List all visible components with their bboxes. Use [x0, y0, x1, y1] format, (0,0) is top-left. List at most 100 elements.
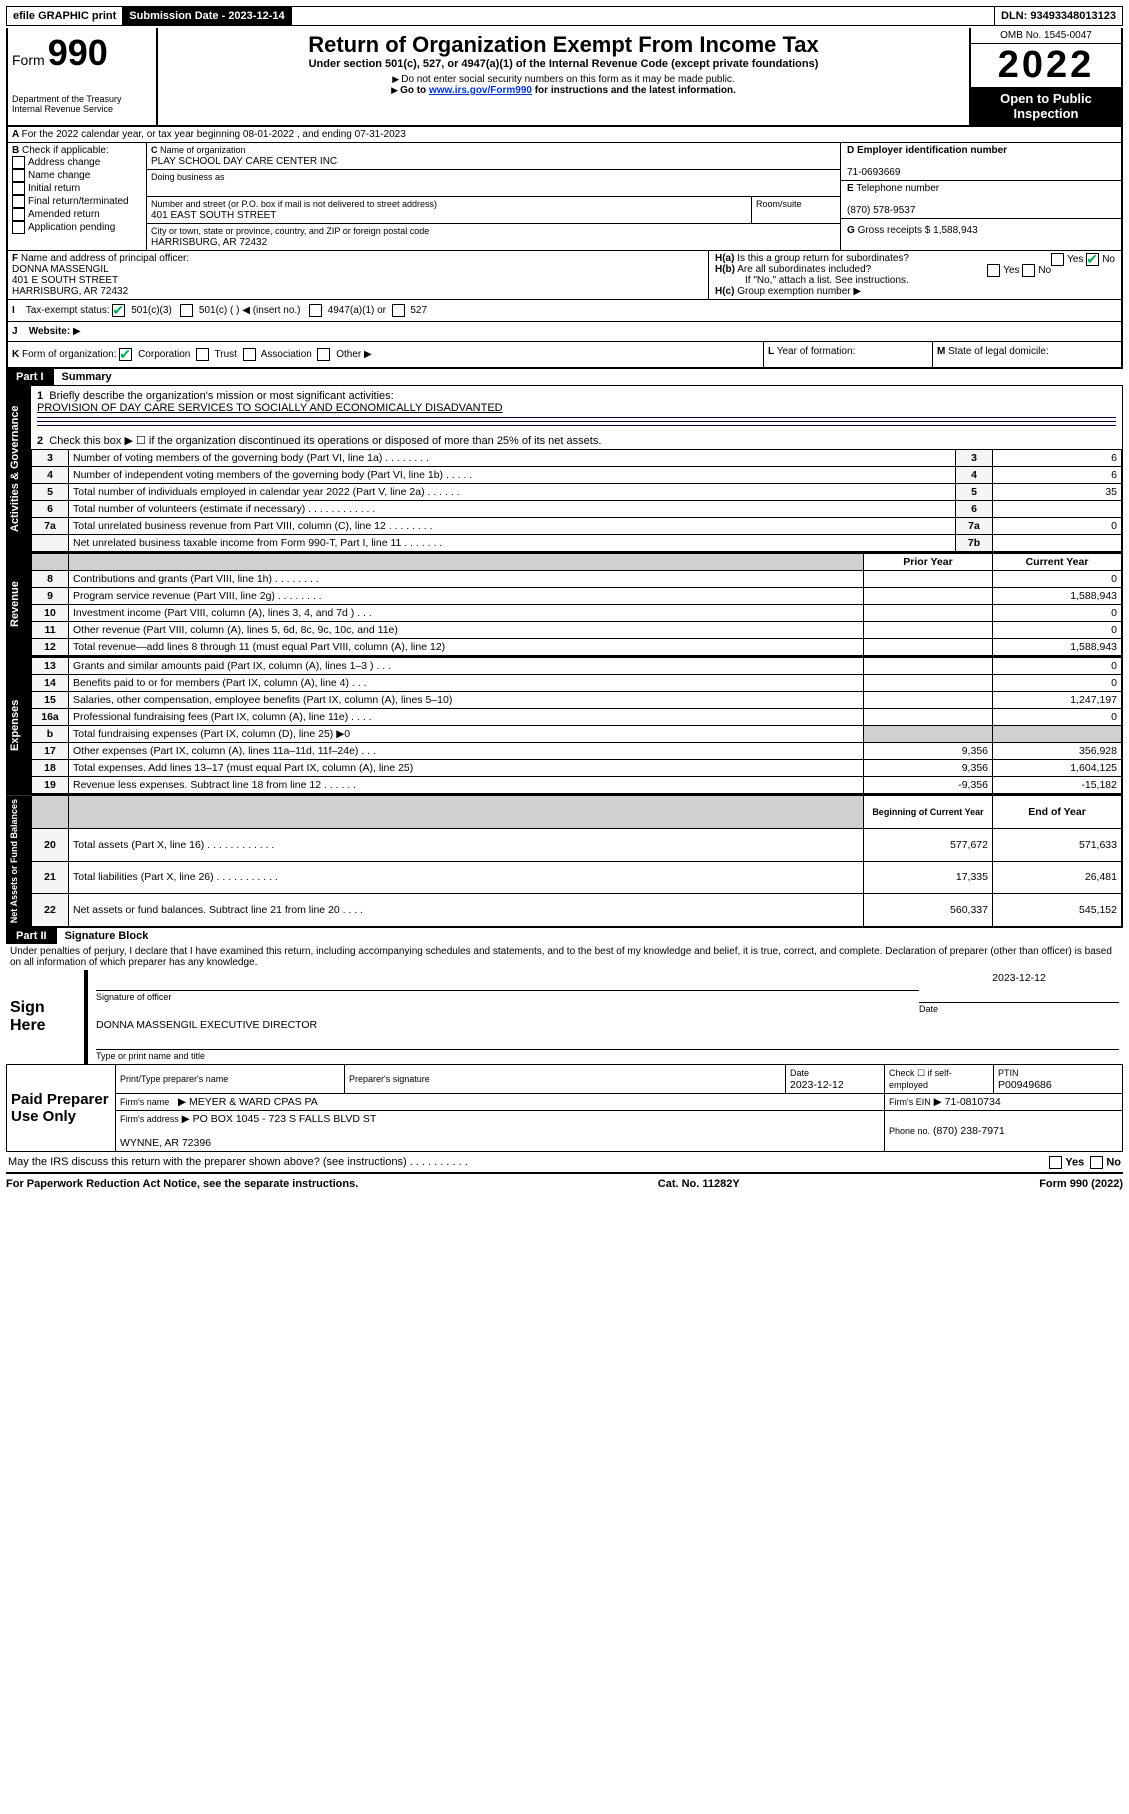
footer-mid: Cat. No. 11282Y	[658, 1178, 740, 1190]
irs-link[interactable]: www.irs.gov/Form990	[429, 85, 532, 96]
opt-amended: Amended return	[28, 209, 100, 220]
name-label: Name of organization	[160, 145, 246, 155]
net-table: Beginning of Current YearEnd of Year20To…	[31, 795, 1122, 927]
part2-label: Part II	[6, 928, 57, 944]
cb-initial[interactable]	[12, 182, 25, 195]
prep-date: 2023-12-12	[790, 1079, 844, 1091]
cb-other[interactable]	[317, 348, 330, 361]
phone-label: Telephone number	[856, 183, 939, 194]
ha-label: Is this a group return for subordinates?	[737, 253, 909, 264]
inspection-label: Open to Public Inspection	[971, 87, 1121, 125]
netassets-section: Net Assets or Fund Balances Beginning of…	[6, 795, 1123, 928]
cb-name[interactable]	[12, 169, 25, 182]
opt-initial: Initial return	[28, 183, 80, 194]
gross-val: 1,588,943	[933, 225, 978, 236]
form-org-label: Form of organization:	[22, 349, 117, 360]
sig-date-label: Date	[919, 1004, 938, 1014]
block-f: F Name and address of principal officer:…	[8, 251, 709, 299]
room-label: Room/suite	[756, 199, 802, 209]
officer-sig-label: Type or print name and title	[96, 1051, 205, 1061]
hc-label: Group exemption number	[737, 286, 850, 297]
firm-addr-label: Firm's address	[120, 1114, 179, 1124]
ptin-label: PTIN	[998, 1068, 1019, 1078]
form-990: 990	[48, 32, 108, 73]
firm-city: WYNNE, AR 72396	[120, 1137, 211, 1149]
submission-date-button[interactable]: Submission Date - 2023-12-14	[123, 7, 291, 25]
cb-corp[interactable]	[119, 348, 132, 361]
side-expenses: Expenses	[7, 657, 31, 794]
side-governance: Activities & Governance	[7, 386, 31, 552]
opt-assoc: Association	[261, 349, 312, 360]
expenses-section: Expenses 13Grants and similar amounts pa…	[6, 657, 1123, 795]
period-line: A For the 2022 calendar year, or tax yea…	[8, 127, 1121, 143]
note2-post: for instructions and the latest informat…	[532, 85, 736, 96]
block-c: C Name of organization PLAY SCHOOL DAY C…	[147, 143, 840, 250]
cb-amended[interactable]	[12, 208, 25, 221]
officer-label: Name and address of principal officer:	[21, 253, 189, 264]
prep-sig-label: Preparer's signature	[349, 1074, 430, 1084]
cb-ha-no[interactable]	[1086, 253, 1099, 266]
cb-final[interactable]	[12, 195, 25, 208]
block-l: L Year of formation:	[764, 342, 933, 367]
cb-discuss-yes[interactable]	[1049, 1156, 1062, 1169]
discuss-line: May the IRS discuss this return with the…	[6, 1152, 1123, 1174]
cb-hb-yes[interactable]	[987, 264, 1000, 277]
part1-body: Activities & Governance 1 Briefly descri…	[6, 385, 1123, 553]
note2-pre: Go to	[400, 85, 429, 96]
prep-date-label: Date	[790, 1068, 809, 1078]
cb-4947[interactable]	[309, 304, 322, 317]
declaration: Under penalties of perjury, I declare th…	[6, 944, 1123, 970]
officer-addr1: 401 E SOUTH STREET	[12, 275, 118, 286]
cb-501c3[interactable]	[112, 304, 125, 317]
dept-label: Department of the Treasury	[12, 94, 152, 104]
title-box: Return of Organization Exempt From Incom…	[158, 28, 969, 125]
firm-name: MEYER & WARD CPAS PA	[189, 1096, 318, 1108]
part1-title: Summary	[62, 369, 112, 385]
opt-corp: Corporation	[138, 349, 190, 360]
page-footer: For Paperwork Reduction Act Notice, see …	[6, 1178, 1123, 1190]
spacer	[292, 7, 995, 25]
cb-ha-yes[interactable]	[1051, 253, 1064, 266]
dln-label: DLN: 93493348013123	[995, 7, 1122, 25]
cb-discuss-no[interactable]	[1090, 1156, 1103, 1169]
opt-501c3: 501(c)(3)	[131, 305, 172, 316]
addr-label: Number and street (or P.O. box if mail i…	[151, 199, 437, 209]
part2-header: Part II Signature Block	[6, 928, 1123, 944]
ein-label: Employer identification number	[857, 145, 1007, 156]
part1-label: Part I	[6, 369, 54, 385]
sign-here-label: Sign Here	[6, 970, 86, 1064]
cb-assoc[interactable]	[243, 348, 256, 361]
org-addr: 401 EAST SOUTH STREET	[151, 210, 276, 221]
firm-phone: (870) 238-7971	[933, 1125, 1005, 1137]
firm-ein: 71-0810734	[945, 1096, 1001, 1108]
cb-address[interactable]	[12, 156, 25, 169]
exp-table: 13Grants and similar amounts paid (Part …	[31, 657, 1122, 794]
subtitle: Under section 501(c), 527, or 4947(a)(1)…	[162, 58, 965, 70]
yof-label: Year of formation:	[777, 346, 856, 357]
footer-right: Form 990 (2022)	[1039, 1178, 1123, 1190]
cb-501c[interactable]	[180, 304, 193, 317]
org-city: HARRISBURG, AR 72432	[151, 237, 267, 248]
preparer-table: Paid Preparer Use Only Print/Type prepar…	[6, 1064, 1123, 1152]
sig-date: 2023-12-12	[919, 972, 1119, 984]
firm-phone-label: Phone no.	[889, 1126, 930, 1136]
block-j: J Website: ▶	[8, 322, 1121, 341]
cb-527[interactable]	[392, 304, 405, 317]
prep-name-label: Print/Type preparer's name	[120, 1074, 228, 1084]
cb-hb-no[interactable]	[1022, 264, 1035, 277]
website-label: Website:	[29, 326, 71, 337]
omb-label: OMB No. 1545-0047	[971, 28, 1121, 44]
opt-pending: Application pending	[28, 222, 115, 233]
form-number-box: Form 990 Department of the Treasury Inte…	[8, 28, 158, 125]
opt-final: Final return/terminated	[28, 196, 129, 207]
block-k: K Form of organization: Corporation Trus…	[8, 342, 764, 367]
side-net: Net Assets or Fund Balances	[7, 795, 31, 927]
cb-pending[interactable]	[12, 221, 25, 234]
cb-trust[interactable]	[196, 348, 209, 361]
opt-4947: 4947(a)(1) or	[328, 305, 386, 316]
no-label: No	[1106, 1157, 1121, 1169]
firm-addr: PO BOX 1045 - 723 S FALLS BLVD ST	[193, 1113, 377, 1125]
opt-527: 527	[410, 305, 427, 316]
domicile-label: State of legal domicile:	[948, 346, 1049, 357]
ein-label2: Firm's EIN	[889, 1097, 931, 1107]
